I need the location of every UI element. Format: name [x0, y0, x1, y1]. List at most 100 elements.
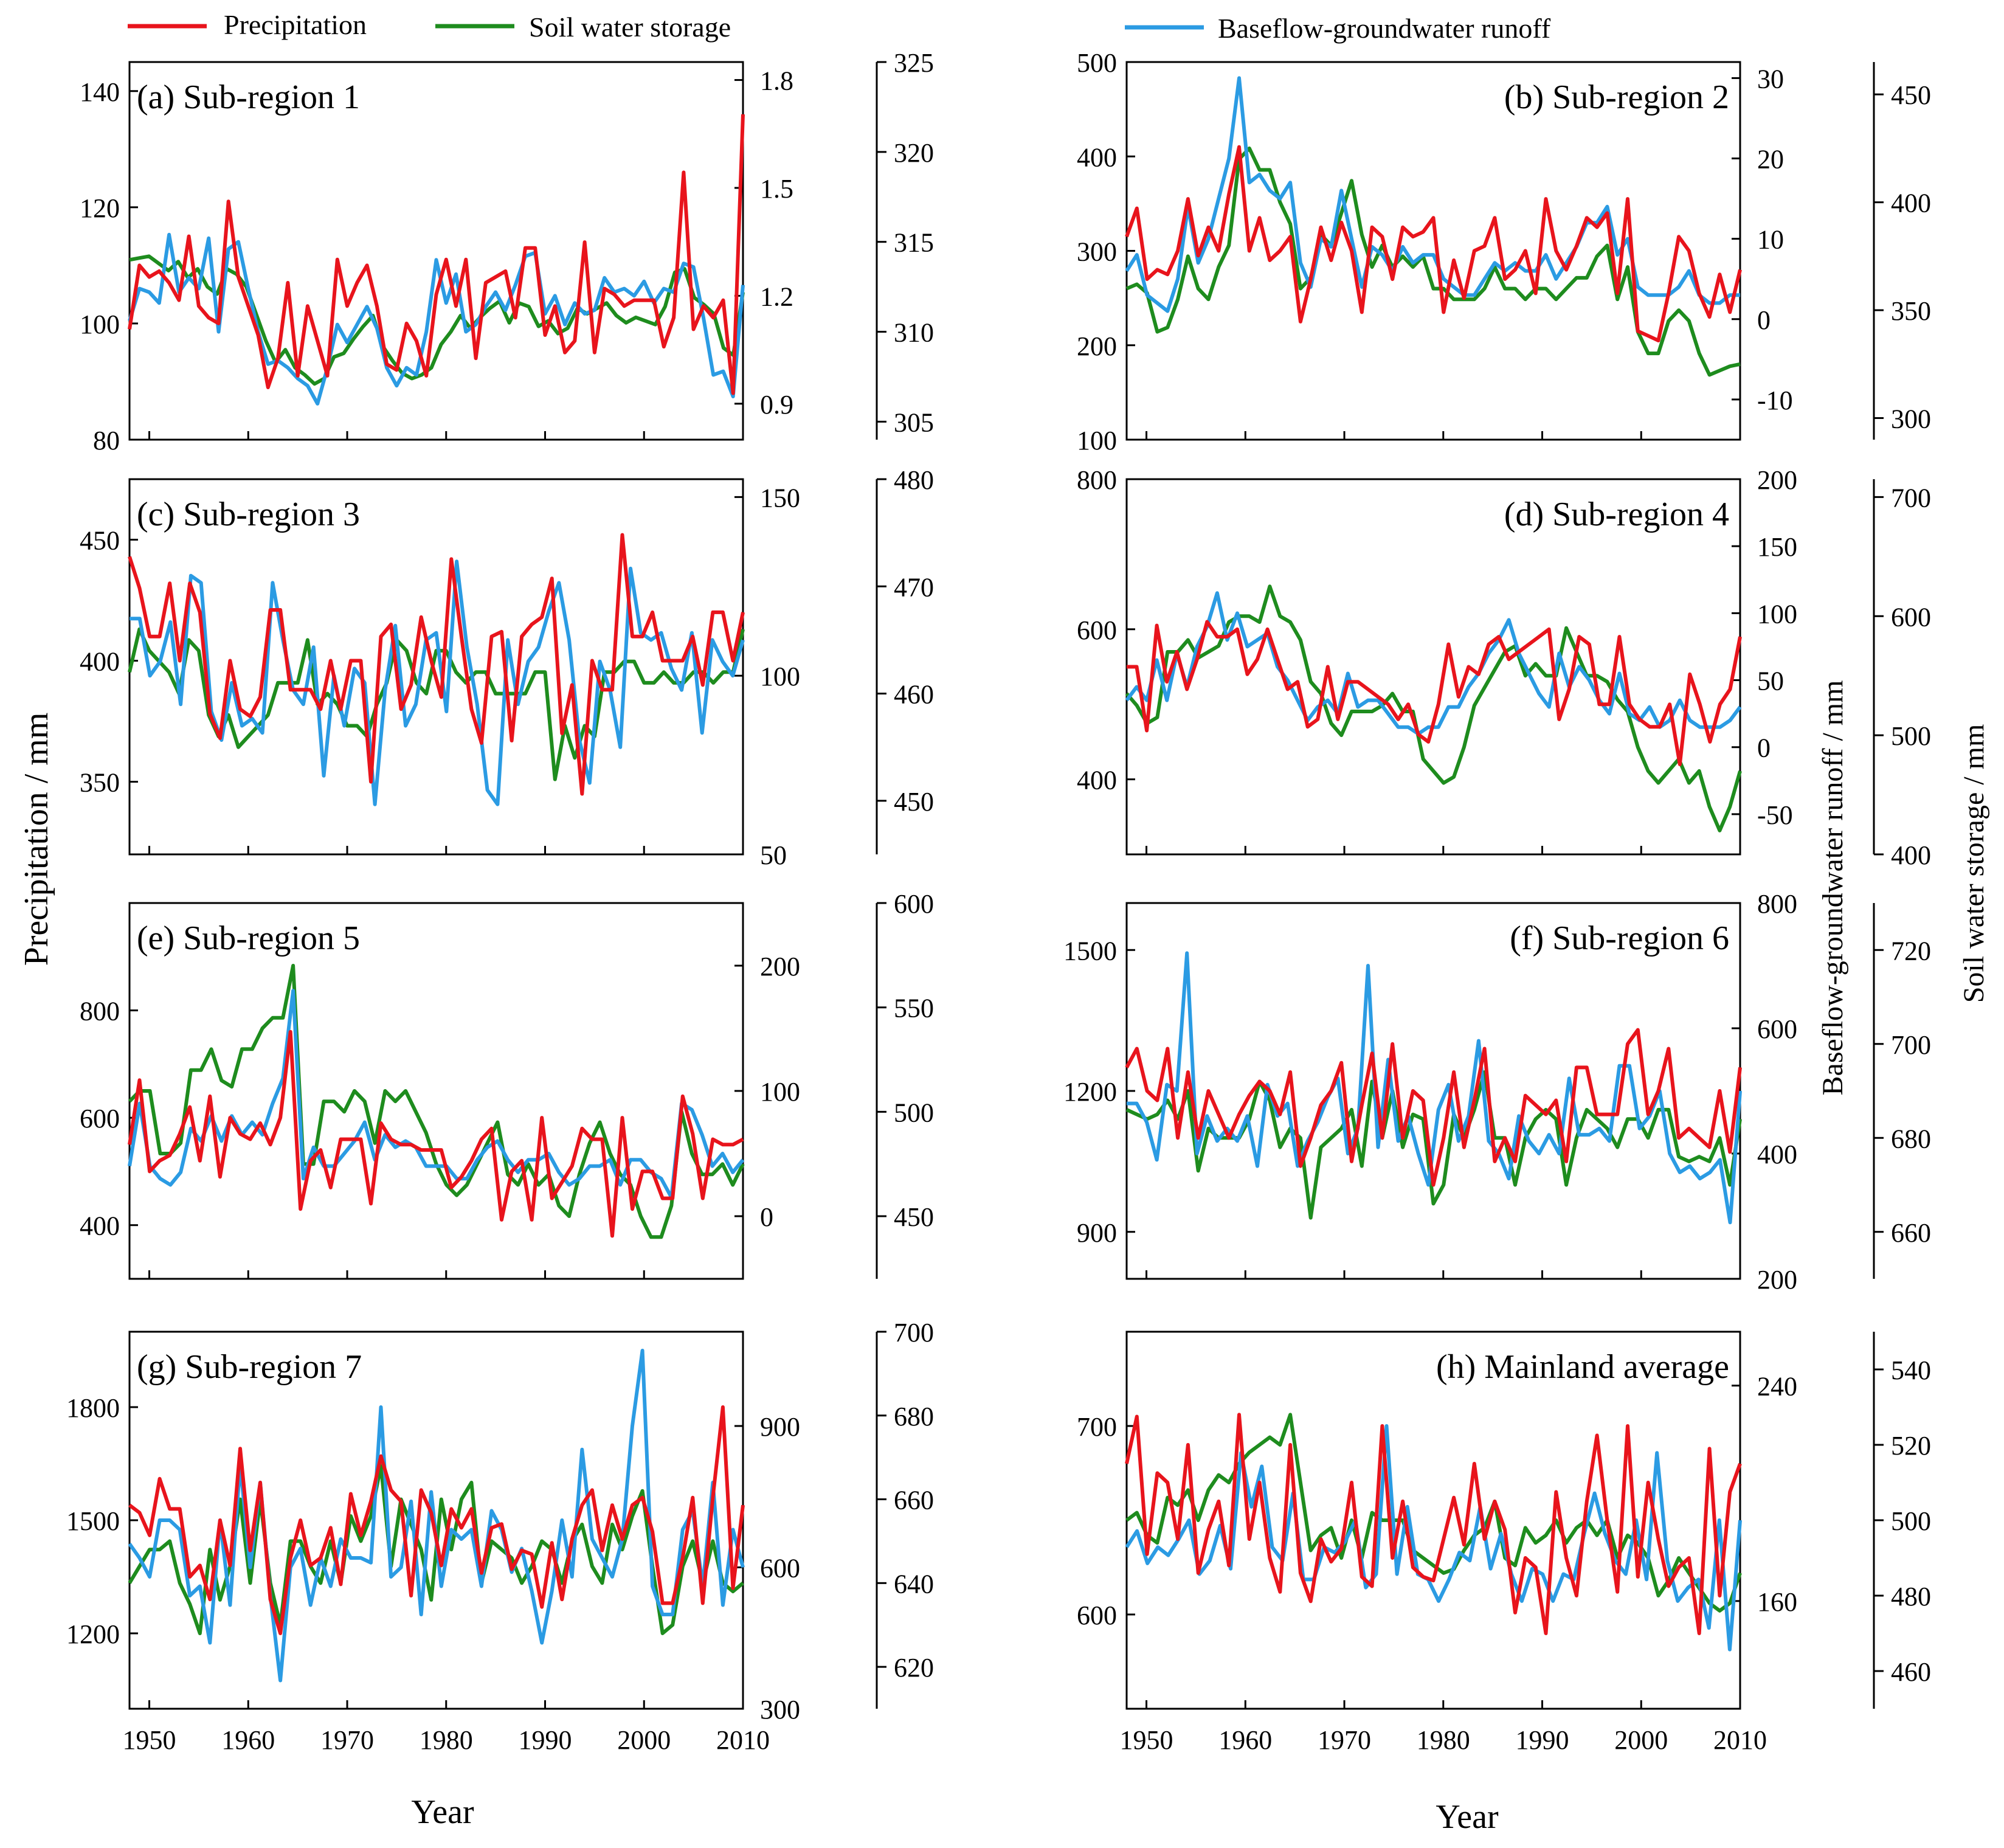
panel-c-sub-region-3-left-tick-label: 450	[80, 526, 120, 556]
panel-h-mainland-average: 600 700 160 240 460 480 500 520 540 1950 1960 1970 1…	[1077, 1331, 1931, 1755]
panel-a-sub-region-1-baseflow-tick-label: 1.5	[760, 174, 793, 204]
panel-g-sub-region-7-left-tick-label: 1500	[66, 1506, 120, 1536]
panel-b-sub-region-2-baseflow-tick-label: -10	[1757, 386, 1793, 415]
panel-e-sub-region-5-frame	[128, 902, 744, 1280]
panel-c-sub-region-3: 350 400 450 50 100 150 450 460 470 480 (c) Sub-reg…	[80, 465, 934, 870]
legend-precipitation-label: Precipitation	[224, 9, 367, 40]
panel-c-sub-region-3-soil-tick-label: 450	[894, 787, 934, 817]
panel-b-sub-region-2-left-tick-label: 300	[1077, 237, 1117, 267]
panel-a-sub-region-1-baseflow-line	[128, 232, 745, 406]
panel-b-sub-region-2: 100 200 300 400 500 -10 0 10 20 30 300 350 400 450 (b)…	[1077, 48, 1931, 455]
panel-e-sub-region-5-title: (e) Sub-region 5	[137, 919, 360, 957]
panel-f-sub-region-6-soil-tick-label: 700	[1891, 1030, 1931, 1060]
panel-d-sub-region-4-left-tick-label: 600	[1077, 615, 1117, 645]
panel-b-sub-region-2-left-tick-label: 200	[1077, 331, 1117, 361]
panel-a-sub-region-1-soil-tick-label: 305	[894, 407, 934, 437]
panel-b-sub-region-2-left-tick-label: 500	[1077, 48, 1117, 78]
panels: 801001201400.91.21.51.8305310315320325(a…	[66, 48, 1931, 1755]
panel-h-mainland-average-x-tick-label: 1950	[1120, 1725, 1173, 1755]
legend-baseflow-label: Baseflow-groundwater runoff	[1218, 13, 1551, 44]
panel-h-mainland-average-x-tick-label: 1990	[1516, 1725, 1569, 1755]
panel-h-mainland-average-soil-tick-label: 520	[1891, 1431, 1931, 1461]
panel-c-sub-region-3-left-tick-label: 350	[80, 768, 120, 798]
panel-e-sub-region-5-soil-tick-label: 450	[894, 1202, 934, 1232]
panel-d-sub-region-4-baseflow-tick-label: 200	[1757, 465, 1797, 495]
panel-d-sub-region-4-left-tick-label: 400	[1077, 766, 1117, 795]
panel-g-sub-region-7-x-tick-label: 1990	[519, 1725, 572, 1755]
panel-a-sub-region-1-baseflow-tick-label: 0.9	[760, 390, 793, 420]
panel-a-sub-region-1-soil-water-storage-line	[129, 254, 745, 386]
panel-f-sub-region-6-precipitation-line	[1125, 1028, 1742, 1187]
panel-h-mainland-average-x-tick-label: 2000	[1614, 1725, 1668, 1755]
panel-h-mainland-average-left-tick-label: 700	[1077, 1412, 1117, 1442]
panel-d-sub-region-4-baseflow-tick-label: 0	[1757, 733, 1771, 763]
panel-f-sub-region-6-left-tick-label: 1500	[1063, 936, 1117, 966]
panel-e-sub-region-5-left-tick-label: 400	[80, 1211, 120, 1241]
panel-f-sub-region-6-title: (f) Sub-region 6	[1510, 919, 1729, 957]
panel-b-sub-region-2-title: (b) Sub-region 2	[1504, 78, 1729, 116]
panel-a-sub-region-1-left-tick-label: 120	[80, 193, 120, 223]
left-y-axis-label: Precipitation / mm	[18, 713, 55, 966]
panel-f-sub-region-6-baseflow-tick-label: 200	[1757, 1265, 1797, 1295]
panel-a-sub-region-1-soil-tick-label: 315	[894, 228, 934, 258]
panel-f-sub-region-6-soil-tick-label: 720	[1891, 936, 1931, 966]
panel-h-mainland-average-left-tick-label: 600	[1077, 1601, 1117, 1630]
panel-f-sub-region-6-soil-tick-label: 680	[1891, 1124, 1931, 1154]
panel-g-sub-region-7-x-tick-label: 1960	[221, 1725, 275, 1755]
panel-g-sub-region-7-x-tick-label: 1980	[420, 1725, 473, 1755]
panel-g-sub-region-7-baseflow-tick-label: 600	[760, 1554, 800, 1583]
panel-f-sub-region-6-frame	[1125, 902, 1741, 1280]
panel-b-sub-region-2-precipitation-line	[1125, 145, 1742, 342]
panel-a-sub-region-1-baseflow-tick-label: 1.8	[760, 66, 793, 96]
panel-f-sub-region-6-baseflow-tick-label: 800	[1757, 889, 1797, 919]
panel-d-sub-region-4-soil-water-storage-line	[1125, 584, 1742, 832]
panel-b-sub-region-2-baseflow-tick-label: 0	[1757, 305, 1771, 335]
panel-c-sub-region-3-frame	[128, 478, 744, 856]
right-y-axis-label-baseflow: Baseflow-groundwater runoff / mm	[1817, 680, 1849, 1096]
panel-d-sub-region-4-baseflow-tick-label: 50	[1757, 666, 1784, 696]
panel-g-sub-region-7-precipitation-line	[128, 1405, 745, 1635]
panel-g-sub-region-7-x-tick-label: 1970	[320, 1725, 374, 1755]
panel-h-mainland-average-soil-tick-label: 460	[1891, 1657, 1931, 1687]
panel-g-sub-region-7-soil-tick-label: 680	[894, 1402, 934, 1431]
panel-c-sub-region-3-soil-water-storage-line	[128, 627, 745, 781]
panel-h-mainland-average-precipitation-line	[1125, 1413, 1742, 1635]
panel-f-sub-region-6-left-tick-label: 900	[1077, 1218, 1117, 1248]
panel-d-sub-region-4-soil-tick-label: 600	[1891, 602, 1931, 632]
panel-h-mainland-average-x-tick-label: 2010	[1713, 1725, 1767, 1755]
panel-d-sub-region-4-soil-tick-label: 500	[1891, 721, 1931, 751]
panel-g-sub-region-7-x-tick-label: 2000	[617, 1725, 671, 1755]
panel-h-mainland-average-soil-tick-label: 500	[1891, 1506, 1931, 1536]
panel-e-sub-region-5-left-tick-label: 600	[80, 1104, 120, 1133]
panel-g-sub-region-7: 1200 1500 1800 300 600 900 620 640 660 680 700 1950…	[66, 1318, 934, 1755]
panel-b-sub-region-2-soil-tick-label: 350	[1891, 296, 1931, 326]
panel-g-sub-region-7-left-tick-label: 1800	[66, 1393, 120, 1423]
panel-g-sub-region-7-left-tick-label: 1200	[66, 1619, 120, 1649]
panel-d-sub-region-4-left-tick-label: 800	[1077, 465, 1117, 495]
panel-b-sub-region-2-soil-tick-label: 450	[1891, 80, 1931, 110]
panel-d-sub-region-4: 400 600 800 -50 0 50 100 150 200 400 500 600 700 (d) …	[1077, 465, 1931, 870]
panel-c-sub-region-3-baseflow-tick-label: 100	[760, 662, 800, 691]
right-y-axis-label-soil: Soil water storage / mm	[1958, 724, 1990, 1003]
panel-c-sub-region-3-soil-tick-label: 470	[894, 572, 934, 602]
panel-a-sub-region-1-soil-tick-label: 320	[894, 138, 934, 168]
panel-b-sub-region-2-baseflow-tick-label: 20	[1757, 145, 1784, 175]
panel-h-mainland-average-soil-tick-label: 480	[1891, 1582, 1931, 1611]
panel-d-sub-region-4-frame	[1125, 478, 1741, 856]
panel-c-sub-region-3-left-tick-label: 400	[80, 647, 120, 677]
panel-h-mainland-average-baseflow-tick-label: 160	[1757, 1587, 1797, 1617]
panel-f-sub-region-6-baseflow-tick-label: 600	[1757, 1014, 1797, 1044]
panel-d-sub-region-4-soil-tick-label: 400	[1891, 840, 1931, 870]
panel-b-sub-region-2-baseflow-line	[1125, 76, 1740, 313]
panel-c-sub-region-3-baseflow-line	[130, 559, 745, 806]
x-axis-label-left: Year	[411, 1793, 474, 1831]
panel-g-sub-region-7-title: (g) Sub-region 7	[137, 1348, 362, 1386]
panel-e-sub-region-5-baseflow-line	[128, 989, 745, 1200]
panel-g-sub-region-7-soil-tick-label: 660	[894, 1486, 934, 1515]
panel-a-sub-region-1: 80 100 120 140 0.9 1.2 1.5 1.8 305 310 315 320 325 (a…	[80, 48, 934, 455]
panel-g-sub-region-7-soil-tick-label: 640	[894, 1569, 934, 1599]
panel-d-sub-region-4-baseflow-tick-label: -50	[1757, 800, 1793, 830]
panel-b-sub-region-2-left-tick-label: 400	[1077, 142, 1117, 172]
panel-b-sub-region-2-baseflow-tick-label: 30	[1757, 64, 1784, 94]
